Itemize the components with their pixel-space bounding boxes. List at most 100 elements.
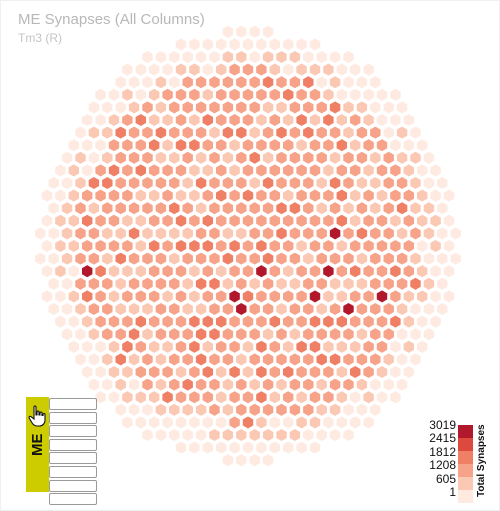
- layer-selector-row[interactable]: [49, 452, 97, 465]
- column-hex: [201, 364, 215, 380]
- column-hex: [375, 264, 389, 279]
- column-hex: [87, 276, 101, 291]
- column-hex: [80, 112, 94, 128]
- column-hex: [121, 188, 134, 203]
- column-hex: [235, 125, 248, 140]
- column-hex: [275, 301, 288, 317]
- column-hex: [322, 62, 335, 77]
- column-hex: [174, 289, 188, 304]
- column-hex: [335, 264, 349, 279]
- column-hex: [201, 289, 215, 304]
- column-hex: [188, 390, 201, 405]
- column-hex: [268, 112, 282, 128]
- column-hex: [194, 301, 208, 317]
- column-hex: [302, 276, 315, 291]
- column-hex: [355, 276, 369, 291]
- column-hex: [134, 87, 148, 102]
- column-hex: [168, 427, 181, 443]
- column-hex: [241, 390, 255, 405]
- column-hex: [281, 62, 295, 77]
- column-hex: [208, 150, 221, 165]
- column-hex: [214, 314, 228, 329]
- column-hex: [302, 201, 315, 216]
- column-hex: [342, 402, 355, 417]
- column-hex: [194, 377, 208, 392]
- column-hex: [107, 138, 121, 153]
- column-hex: [154, 377, 168, 392]
- column-hex: [147, 390, 161, 405]
- layer-selector-row[interactable]: [49, 465, 97, 478]
- layer-selector-row[interactable]: [49, 479, 97, 492]
- layer-selector-row[interactable]: [49, 438, 97, 451]
- column-hex: [121, 163, 134, 178]
- column-hex: [255, 238, 268, 254]
- column-hex: [54, 289, 67, 304]
- column-hex: [449, 226, 462, 241]
- column-hex: [308, 264, 322, 279]
- column-hex: [221, 201, 235, 216]
- column-hex: [369, 402, 382, 417]
- column-hex: [161, 339, 174, 354]
- column-hex: [369, 301, 382, 317]
- column-hex: [322, 163, 335, 178]
- column-hex: [295, 188, 308, 203]
- column-hex: [409, 125, 422, 140]
- layer-selector-row[interactable]: [49, 398, 97, 410]
- column-hex: [335, 188, 349, 203]
- column-hex: [188, 112, 201, 128]
- column-hex: [121, 213, 134, 228]
- column-hex: [174, 37, 188, 52]
- column-hex: [201, 238, 215, 254]
- column-hex: [181, 49, 194, 65]
- column-hex: [188, 238, 201, 254]
- column-hex: [422, 276, 436, 291]
- column-hex: [181, 100, 194, 115]
- column-hex: [322, 390, 335, 405]
- column-hex: [442, 289, 456, 304]
- column-hex: [121, 87, 134, 102]
- column-hex: [181, 125, 194, 140]
- column-hex: [382, 201, 395, 216]
- column-hex: [87, 301, 101, 317]
- column-hex: [174, 264, 188, 279]
- column-hex: [60, 251, 74, 266]
- column-hex: [168, 150, 181, 165]
- column-hex: [248, 175, 261, 191]
- column-hex: [241, 314, 255, 329]
- column-hex: [101, 125, 114, 140]
- chart-subtitle: Tm3 (R): [18, 31, 62, 45]
- column-hex: [308, 289, 322, 304]
- column-hex: [335, 238, 349, 254]
- column-hex: [194, 352, 208, 367]
- column-hex: [154, 226, 168, 241]
- column-hex: [369, 125, 382, 140]
- column-hex: [154, 301, 168, 317]
- column-hex: [107, 264, 121, 279]
- column-hex: [255, 264, 268, 279]
- column-hex: [389, 264, 402, 279]
- column-hex: [315, 226, 328, 241]
- layer-selector-row[interactable]: [49, 425, 97, 438]
- layer-selector-row[interactable]: [49, 411, 97, 424]
- layer-selector-row[interactable]: [49, 493, 97, 506]
- column-hex: [201, 415, 215, 430]
- column-hex: [362, 62, 375, 77]
- column-hex: [255, 390, 268, 405]
- column-hex: [389, 390, 402, 405]
- column-hex: [101, 377, 114, 392]
- column-hex: [268, 264, 282, 279]
- column-hex: [375, 213, 389, 228]
- column-hex: [248, 75, 261, 90]
- column-hex: [241, 138, 255, 153]
- column-hex: [201, 138, 215, 153]
- column-hex: [107, 289, 121, 304]
- column-hex: [281, 188, 295, 203]
- column-hex: [214, 163, 228, 178]
- column-hex: [147, 138, 161, 153]
- column-hex: [228, 314, 241, 329]
- column-hex: [188, 264, 201, 279]
- column-hex: [94, 163, 107, 178]
- column-hex: [141, 125, 154, 140]
- column-hex: [302, 100, 315, 115]
- column-hex: [107, 238, 121, 254]
